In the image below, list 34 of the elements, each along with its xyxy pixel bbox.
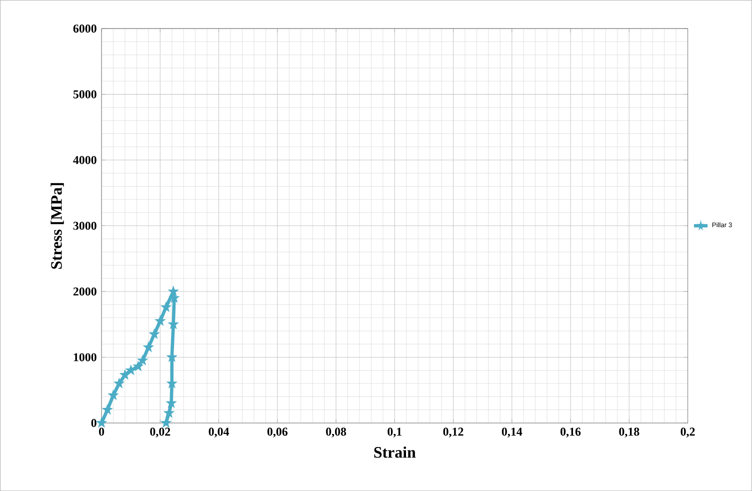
x-tick-label: 0,04 — [208, 428, 230, 438]
x-tick-label: 0,02 — [150, 428, 170, 438]
x-tick-label: 0,16 — [560, 428, 581, 438]
y-tick-label: 0 — [91, 418, 96, 427]
point — [132, 360, 144, 372]
x-tick-label: 0,12 — [443, 428, 464, 438]
point — [148, 328, 160, 339]
point — [160, 416, 172, 428]
x-tick-label: 0,2 — [680, 428, 695, 438]
y-tick-label: 6000 — [73, 24, 96, 33]
point — [136, 354, 148, 366]
x-axis-title: Strain — [374, 446, 416, 458]
point — [142, 341, 154, 352]
y-tick-label: 1000 — [74, 353, 96, 362]
point — [102, 404, 114, 415]
x-tick-label: 0 — [99, 428, 104, 436]
x-tick-label: 0,06 — [267, 428, 288, 438]
point — [154, 315, 166, 326]
point — [168, 285, 180, 296]
y-tick-label: 4000 — [73, 156, 96, 164]
point — [119, 368, 131, 380]
x-tick-label: 0,1 — [388, 428, 402, 438]
x-tick-label: 0,14 — [502, 428, 522, 438]
y-tick-label: 3000 — [73, 222, 96, 230]
y-axis-title: Stress [MPa] — [50, 183, 64, 269]
x-tick-label: 0,08 — [326, 428, 346, 438]
point — [160, 301, 172, 312]
y-tick-label: 5000 — [73, 90, 96, 98]
point — [96, 416, 108, 428]
y-tick-label: 2000 — [73, 287, 96, 296]
point — [108, 389, 119, 400]
point — [113, 377, 125, 388]
point — [163, 407, 175, 418]
x-tick-label: 0,18 — [619, 428, 640, 438]
